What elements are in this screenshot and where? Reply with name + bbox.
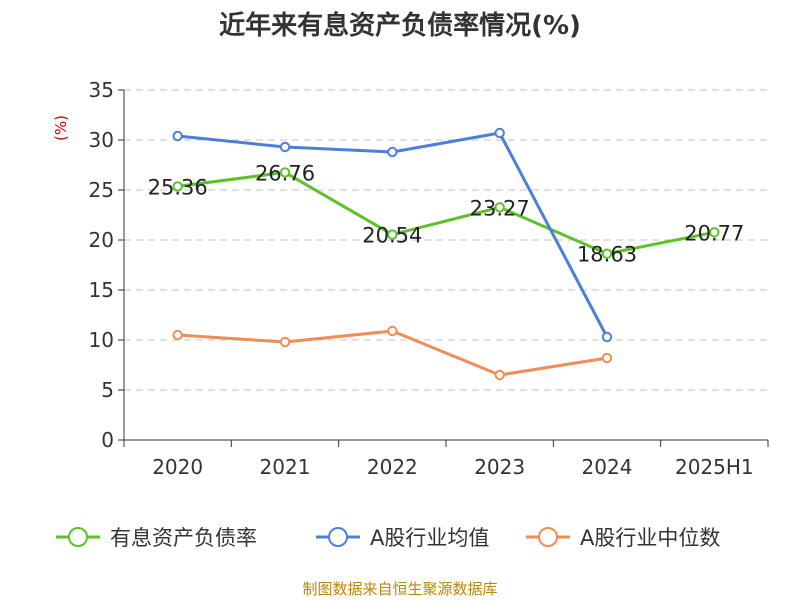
y-tick-label: 20 [89,228,114,252]
legend-label: A股行业中位数 [580,526,720,550]
data-point [387,146,398,158]
data-point [601,352,613,364]
chart-title: 近年来有息资产负债率情况(%) [219,10,581,41]
data-labels: 25.36 26.76 20.54 23.27 18.63 20.77 [148,161,745,266]
data-point [172,130,183,142]
y-tick-label: 5 [101,378,114,402]
x-tick-label: 2022 [367,455,418,479]
data-point [172,181,183,192]
x-tick-label: 2025H1 [675,455,754,479]
data-point [494,127,505,139]
data-label: 20.77 [684,221,744,245]
legend-swatch-marker [538,527,558,547]
series-line-0 [177,170,715,256]
data-point [279,336,291,348]
y-axis-unit: (%) [52,115,70,141]
data-point [387,325,398,337]
legend: 有息资产负债率 A股行业均值 A股行业中位数 [56,526,720,550]
data-point [279,141,291,153]
legend-swatch-marker [68,527,88,547]
data-label: 20.54 [362,224,422,248]
data-point [172,329,183,341]
data-label: 25.36 [148,175,208,199]
source-note: 制图数据来自恒生聚源数据库 [302,580,497,598]
data-label: 23.27 [470,196,530,220]
x-tick-label: 2024 [582,455,633,479]
legend-label: 有息资产负债率 [110,526,257,550]
data-label: 18.63 [577,243,637,267]
x-tick-label: 2020 [152,455,203,479]
data-point [601,331,613,343]
x-tick-label: 2023 [474,455,525,479]
data-point [279,167,291,178]
data-point [494,202,505,213]
x-tick-label: 2021 [260,455,311,479]
y-tick-label: 25 [89,178,114,202]
data-label: 26.76 [255,161,315,185]
legend-swatch-marker [328,527,348,547]
y-tick-label: 15 [89,278,114,302]
data-point [387,229,398,240]
y-tick-label: 0 [101,428,114,452]
y-tick-label: 10 [89,328,114,352]
axes: 0 5 10 15 20 25 30 35 2020 2021 2022 2023 2024 2025H1 [89,78,769,479]
data-point [709,227,720,238]
series-layer [172,127,720,381]
y-tick-label: 35 [89,78,114,102]
data-point [494,369,505,381]
series-line-2 [177,329,608,377]
y-tick-label: 30 [89,128,114,152]
data-point [601,248,613,259]
legend-label: A股行业均值 [370,526,489,550]
